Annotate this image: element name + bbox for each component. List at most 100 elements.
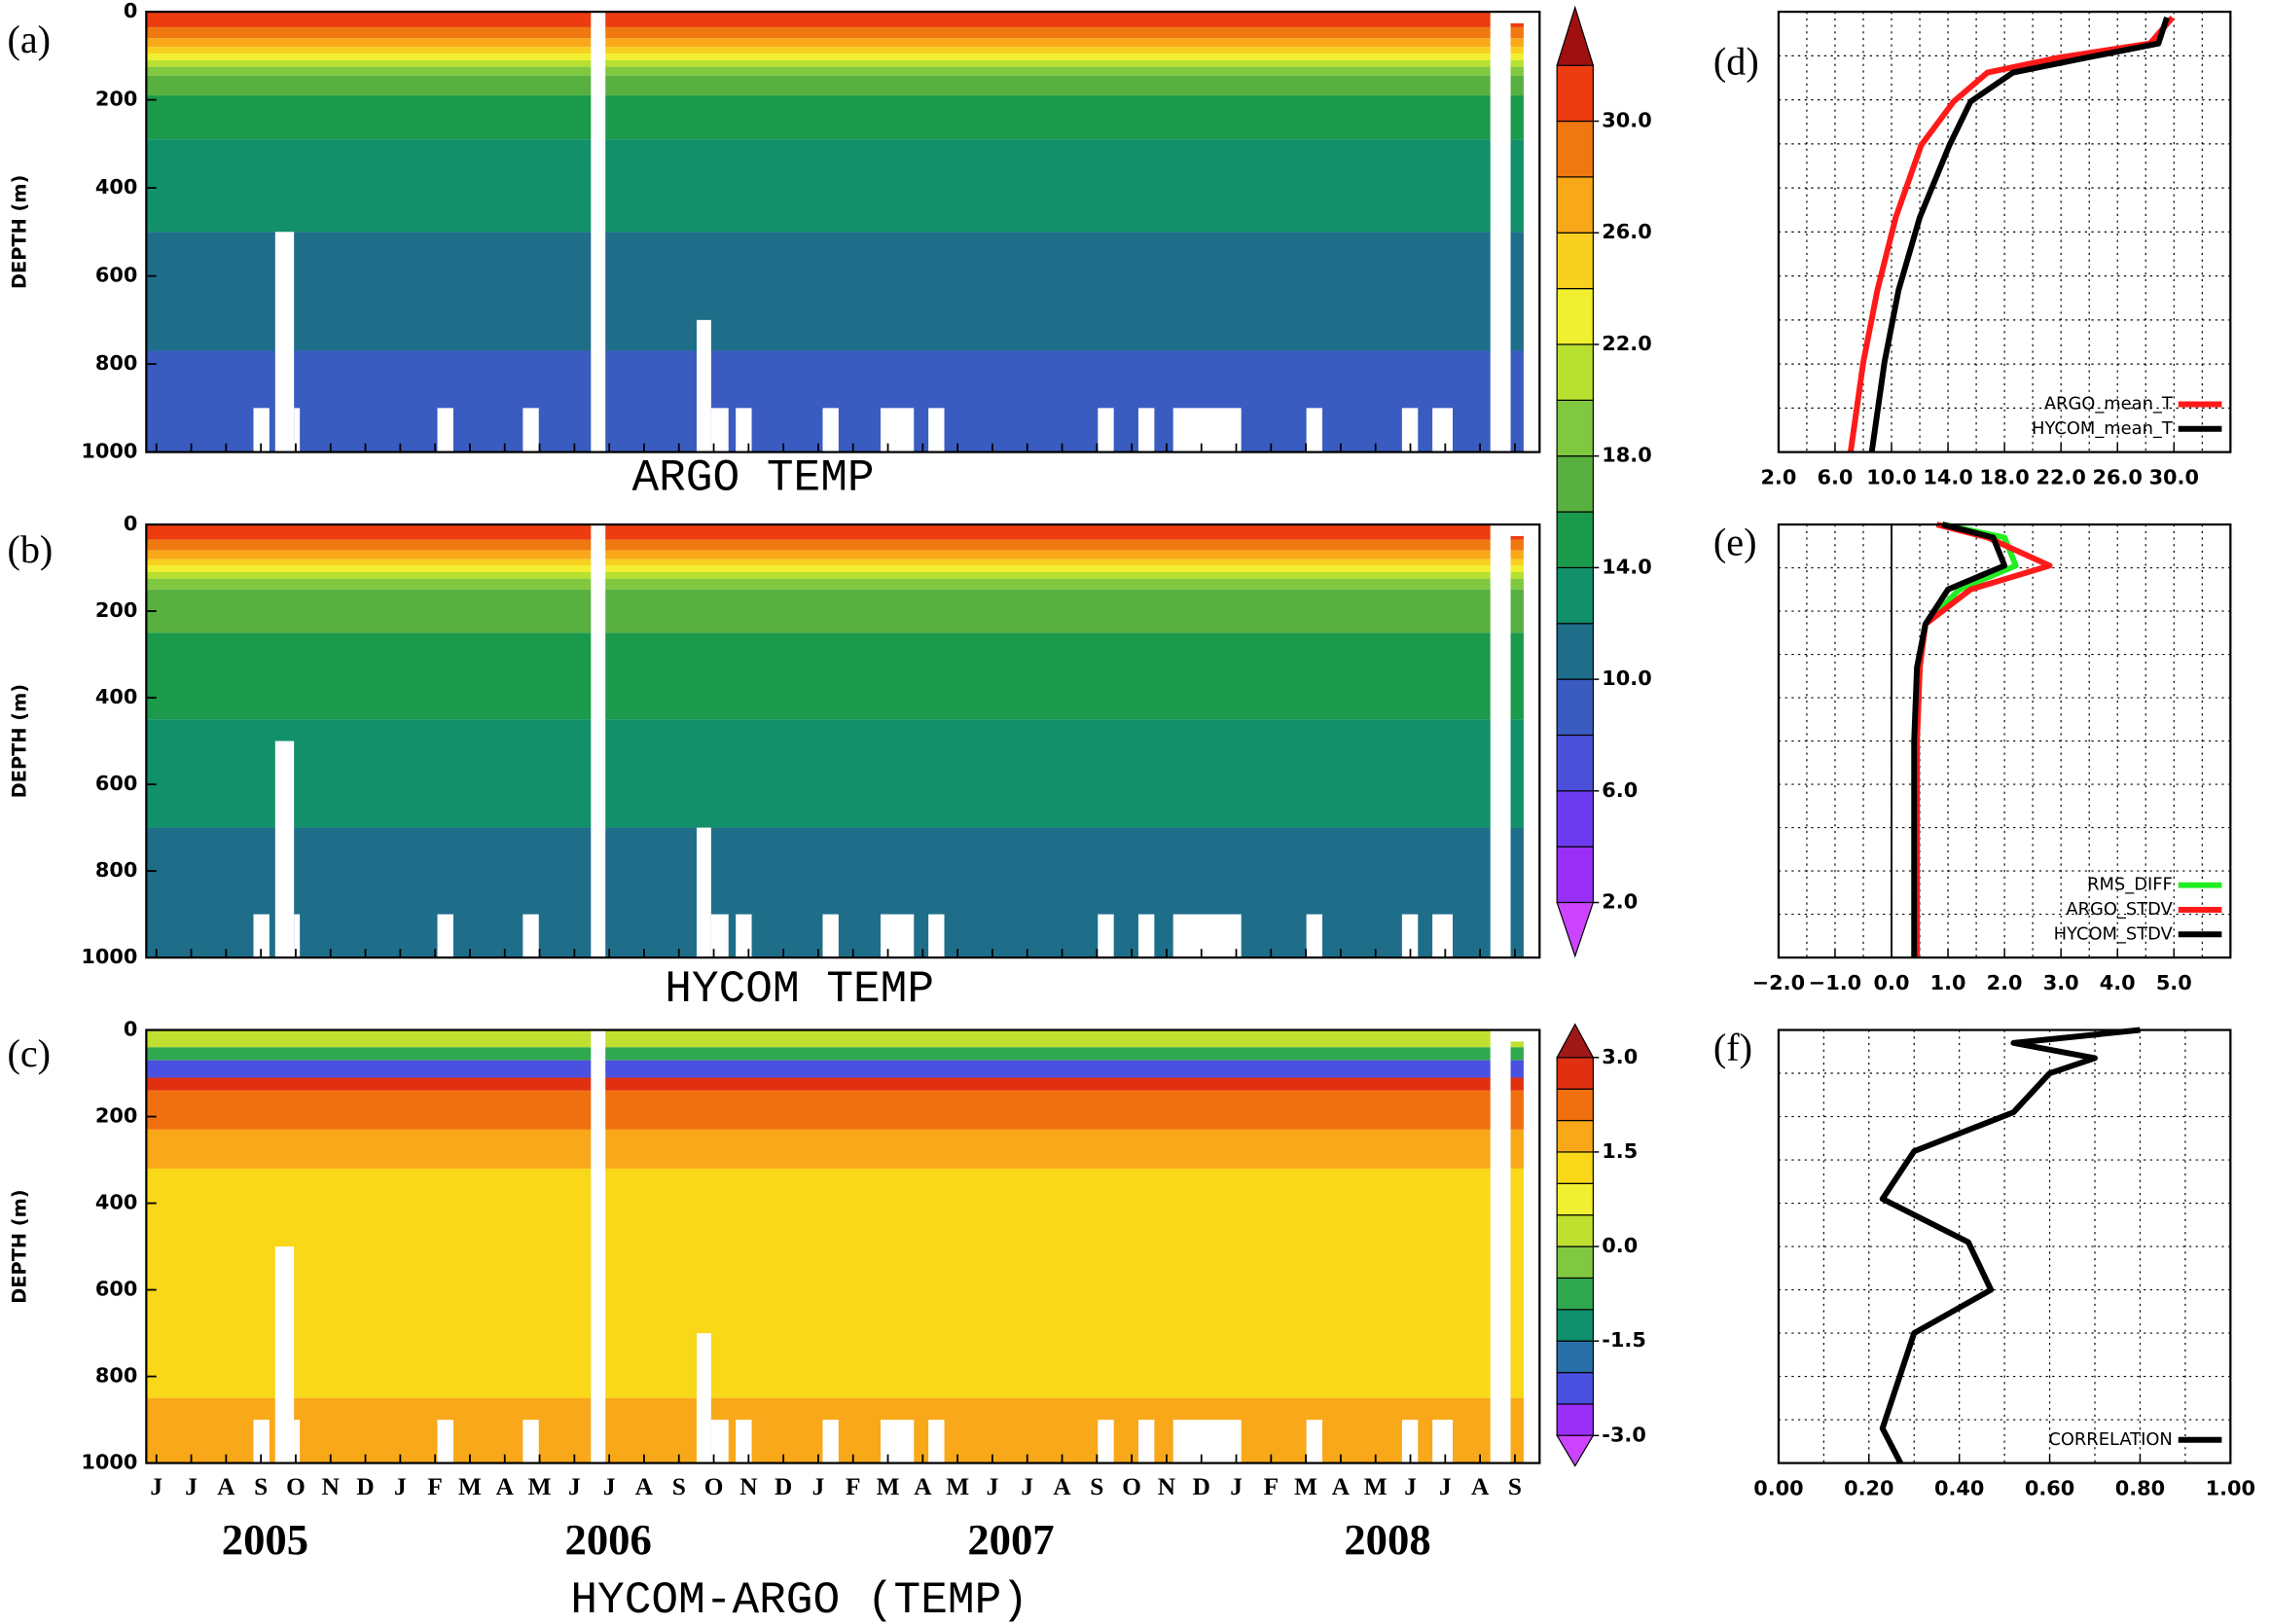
year-label: 2005 — [222, 1515, 308, 1564]
x-tick-label: 5.0 — [2156, 971, 2192, 994]
x-tick-label: 1.0 — [1930, 971, 1966, 994]
profile-line — [1847, 16, 2176, 453]
month-label: J — [185, 1473, 198, 1500]
colorbar-box — [1556, 1119, 1594, 1153]
data-gap — [881, 408, 915, 452]
difference-band — [146, 1047, 1540, 1061]
data-gap — [881, 1420, 915, 1463]
colorbar-label: 26.0 — [1602, 220, 1651, 243]
data-gap — [1523, 12, 1540, 452]
data-gap — [1490, 12, 1511, 452]
x-tick-label: 4.0 — [2100, 971, 2136, 994]
data-gap — [1510, 12, 1524, 24]
year-label: 2008 — [1344, 1515, 1430, 1564]
colorbar-box — [1556, 1151, 1594, 1184]
y-tick-label: 800 — [95, 1364, 137, 1388]
legend-label: CORRELATION — [2048, 1429, 2172, 1450]
data-gap — [1306, 1420, 1323, 1463]
data-gap — [1098, 1420, 1114, 1463]
y-tick-label: 0 — [124, 0, 138, 22]
month-label: O — [286, 1473, 306, 1500]
contour-band — [146, 350, 1540, 452]
y-axis-label: DEPTH (m) — [8, 684, 30, 798]
month-label: A — [1332, 1473, 1351, 1500]
legend-label: HYCOM_mean_T — [2032, 418, 2173, 439]
month-label: F — [1264, 1473, 1279, 1500]
y-tick-label: 600 — [95, 1278, 137, 1301]
month-label: N — [739, 1473, 757, 1500]
month-label: J — [568, 1473, 581, 1500]
data-gap — [822, 408, 839, 452]
colorbar-label: 2.0 — [1602, 890, 1638, 914]
panel-label: (f) — [1713, 1026, 1752, 1069]
y-axis-label: DEPTH (m) — [8, 175, 30, 289]
data-gap — [1510, 1029, 1524, 1042]
x-tick-label: 3.0 — [2043, 971, 2079, 994]
y-axis-label: DEPTH (m) — [8, 1189, 30, 1303]
year-label: 2007 — [967, 1515, 1054, 1564]
colorbar-label: 14.0 — [1602, 555, 1651, 578]
y-tick-label: 600 — [95, 772, 137, 795]
contour-band — [146, 38, 1540, 48]
x-tick-label: 0.80 — [2115, 1476, 2165, 1499]
colorbar-label: -1.5 — [1602, 1328, 1646, 1352]
y-tick-label: 1000 — [81, 440, 137, 463]
data-gap — [1137, 914, 1155, 958]
difference-band — [146, 1090, 1540, 1130]
colorbar-label: 6.0 — [1602, 778, 1638, 802]
legend-label: ARGO_STDV — [2066, 899, 2173, 920]
year-label: 2006 — [565, 1515, 652, 1564]
colorbar-under — [1556, 901, 1595, 958]
month-label: N — [322, 1473, 340, 1500]
x-tick-label: 2.0 — [1987, 971, 2023, 994]
x-tick-label: −1.0 — [1809, 971, 1861, 994]
colorbar-label: 30.0 — [1602, 109, 1651, 132]
colorbar-box — [1556, 1340, 1594, 1374]
contour-band — [146, 139, 1540, 233]
colorbar-box — [1556, 288, 1594, 345]
data-gap — [294, 1420, 301, 1463]
data-gap — [1137, 1420, 1155, 1463]
data-gap — [736, 914, 752, 958]
data-gap — [274, 1246, 295, 1463]
legend-label: RMS_DIFF — [2087, 875, 2173, 895]
month-label: D — [775, 1473, 792, 1500]
month-label: A — [1053, 1473, 1071, 1500]
month-label: M — [1294, 1473, 1317, 1500]
data-gap — [1098, 408, 1114, 452]
contour-band — [146, 589, 1540, 633]
contour-band — [146, 12, 1540, 27]
colorbar-label: 22.0 — [1602, 332, 1651, 355]
x-tick-label: 0.00 — [1753, 1476, 1803, 1499]
colorbar-box — [1556, 1057, 1594, 1090]
panel-label: (d) — [1713, 39, 1759, 83]
x-tick-label: 6.0 — [1818, 465, 1854, 488]
data-gap — [736, 1420, 752, 1463]
data-gap — [1172, 1420, 1242, 1463]
panel-title: ARGO TEMP — [631, 453, 874, 504]
colorbar-label: 18.0 — [1602, 444, 1651, 467]
contour-band — [146, 559, 1540, 566]
contour-band — [146, 571, 1540, 579]
x-tick-label: 0.20 — [1844, 1476, 1893, 1499]
data-gap — [1098, 914, 1114, 958]
y-tick-label: 400 — [95, 685, 137, 708]
month-label: J — [1404, 1473, 1417, 1500]
colorbar-label: -3.0 — [1602, 1423, 1646, 1446]
difference-band — [146, 1397, 1540, 1463]
data-gap — [1401, 1420, 1419, 1463]
contour-band — [146, 232, 1540, 351]
x-tick-label: 0.60 — [2025, 1476, 2074, 1499]
month-label: O — [704, 1473, 724, 1500]
month-label: J — [394, 1473, 407, 1500]
colorbar-over — [1556, 5, 1595, 66]
colorbar-box — [1556, 399, 1594, 457]
data-gap — [523, 408, 539, 452]
month-label: D — [356, 1473, 374, 1500]
month-label: O — [1122, 1473, 1141, 1500]
x-tick-label: 0.40 — [1934, 1476, 1984, 1499]
difference-band — [146, 1029, 1540, 1048]
month-label: S — [672, 1473, 686, 1500]
colorbar-box — [1556, 64, 1594, 123]
